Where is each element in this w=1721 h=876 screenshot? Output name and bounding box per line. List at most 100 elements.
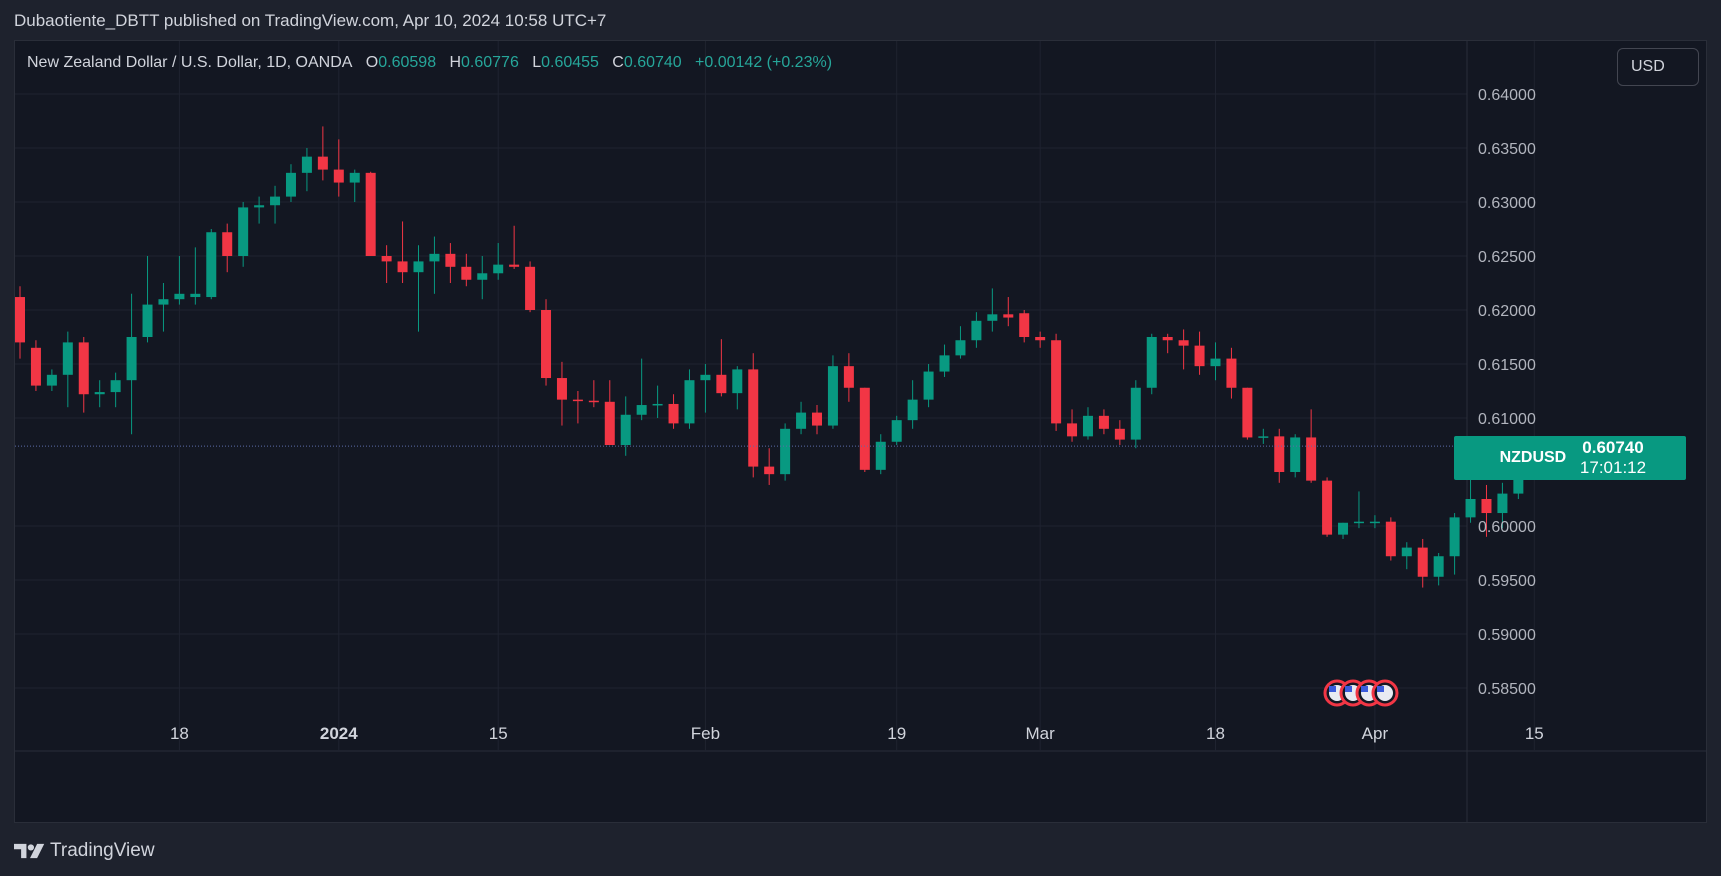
candle-body: [270, 196, 281, 206]
candle-body: [732, 369, 743, 394]
candle-body: [1051, 340, 1062, 424]
high-label: H: [449, 54, 461, 71]
candle-body: [174, 293, 185, 300]
candle-body: [1433, 556, 1444, 577]
candle-body: [875, 441, 886, 470]
candle-body: [748, 369, 759, 467]
candle-body: [604, 401, 615, 445]
candle-body: [1226, 358, 1237, 388]
candle-body: [716, 374, 727, 394]
candle-body: [1369, 521, 1380, 524]
candle-body: [1194, 345, 1205, 367]
candle-body: [1258, 436, 1269, 438]
candlestick-chart[interactable]: 0.64000 0.63500 0.63000 0.62500 0.62000 0.615…: [15, 41, 1707, 823]
candle-body: [1146, 337, 1157, 388]
candle-body: [158, 299, 169, 305]
candle-body: [1082, 415, 1093, 437]
change-value: +0.00142 (+0.23%): [695, 54, 833, 71]
candle-body: [206, 232, 217, 298]
candle-body: [238, 207, 249, 256]
candle-body: [1338, 522, 1349, 535]
price-tag-symbol: NZDUSD: [1493, 445, 1572, 472]
candle-body: [1067, 423, 1078, 437]
candle-body: [317, 156, 328, 170]
candle-body: [796, 412, 807, 429]
candle-body: [477, 273, 488, 280]
candle-body: [764, 466, 775, 475]
x-tick-label: 2024: [320, 724, 358, 743]
candle-body: [652, 403, 663, 406]
candle-body: [222, 232, 233, 256]
candle-body: [254, 205, 265, 208]
candle-body: [1449, 517, 1460, 557]
candle-body: [1114, 428, 1125, 440]
candle-body: [1162, 337, 1173, 341]
candle-body: [1497, 493, 1508, 514]
candle-body: [1242, 387, 1253, 438]
candle-body: [668, 403, 679, 424]
candle-body: [987, 314, 998, 321]
tradingview-logo-icon: [14, 843, 45, 859]
candle-body: [1306, 437, 1317, 481]
candle-body: [541, 310, 552, 379]
footer-brand[interactable]: TradingView: [14, 840, 155, 862]
candle-body: [859, 387, 870, 470]
candle-body: [461, 266, 472, 280]
y-tick-label: 0.62500: [1478, 249, 1536, 266]
candle-body: [110, 380, 121, 393]
candle-body: [1401, 547, 1412, 557]
price-tag-price: 0.60740: [1582, 438, 1644, 458]
candle-body: [780, 428, 791, 475]
candle-body: [509, 264, 520, 267]
chart-pane[interactable]: 0.64000 0.63500 0.63000 0.62500 0.62000 0.615…: [14, 40, 1707, 823]
low-value: 0.60455: [541, 54, 599, 71]
x-tick-label: 15: [1525, 724, 1544, 743]
candle-body: [1481, 499, 1492, 514]
candle-body: [429, 253, 440, 262]
candle-body: [1417, 547, 1428, 577]
currency-button[interactable]: USD: [1617, 48, 1699, 86]
x-tick-label: Mar: [1026, 724, 1056, 743]
candle-body: [15, 297, 25, 343]
x-tick-label: 18: [170, 724, 189, 743]
candle-body: [588, 400, 599, 403]
y-tick-label: 0.62000: [1478, 303, 1536, 320]
y-tick-label: 0.59500: [1478, 573, 1536, 590]
candle-body: [1385, 521, 1396, 557]
y-tick-label: 0.61500: [1478, 357, 1536, 374]
x-tick-label: Apr: [1362, 724, 1389, 743]
candle-body: [923, 371, 934, 400]
last-price-tag: NZDUSD 0.60740 17:01:12: [1454, 436, 1686, 481]
y-tick-label: 0.63000: [1478, 195, 1536, 212]
price-tag-countdown: 17:01:12: [1579, 458, 1647, 478]
candle-body: [1130, 387, 1141, 440]
candle-body: [1098, 415, 1109, 429]
open-value: 0.60598: [378, 54, 437, 71]
candle-body: [525, 266, 536, 310]
candle-body: [827, 366, 838, 426]
y-tick-label: 0.63500: [1478, 141, 1536, 158]
candle-body: [955, 340, 966, 356]
symbol-legend: New Zealand Dollar / U.S. Dollar, 1D, OA…: [27, 54, 832, 72]
x-tick-label: Feb: [691, 724, 720, 743]
candle-body: [397, 261, 408, 273]
candle-body: [413, 261, 424, 273]
candle-body: [333, 169, 344, 183]
candle-body: [700, 374, 711, 381]
footer-brand-label: TradingView: [50, 840, 155, 861]
candle-body: [46, 374, 57, 386]
event-marker-canton: [1345, 686, 1352, 692]
x-tick-label: 19: [887, 724, 906, 743]
candle-body: [971, 320, 982, 341]
candle-body: [1178, 340, 1189, 346]
y-tick-label: 0.60000: [1478, 519, 1536, 536]
candle-body: [285, 172, 296, 197]
candle-body: [349, 172, 360, 183]
candle-body: [1465, 499, 1476, 518]
candle-body: [62, 342, 73, 375]
us-flag-event-icon[interactable]: [1371, 679, 1399, 707]
candle-body: [843, 366, 854, 388]
candle-body: [445, 253, 456, 267]
candle-body: [1290, 437, 1301, 472]
candle-body: [939, 355, 950, 372]
